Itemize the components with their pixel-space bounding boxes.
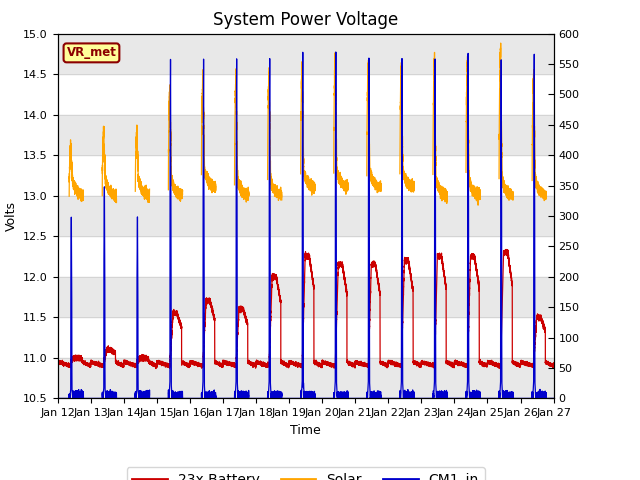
Bar xyxy=(58,34,554,74)
Text: VR_met: VR_met xyxy=(67,47,116,60)
Bar xyxy=(58,277,554,317)
Bar xyxy=(58,358,554,398)
Bar xyxy=(58,115,554,155)
Legend: 23x Battery, Solar, CM1_in: 23x Battery, Solar, CM1_in xyxy=(127,468,484,480)
Bar xyxy=(58,277,554,317)
Bar xyxy=(58,115,554,155)
Title: System Power Voltage: System Power Voltage xyxy=(213,11,398,29)
Y-axis label: Volts: Volts xyxy=(4,201,17,231)
Bar xyxy=(58,358,554,398)
Bar xyxy=(58,34,554,74)
Bar xyxy=(58,196,554,236)
X-axis label: Time: Time xyxy=(290,424,321,437)
Bar xyxy=(58,196,554,236)
